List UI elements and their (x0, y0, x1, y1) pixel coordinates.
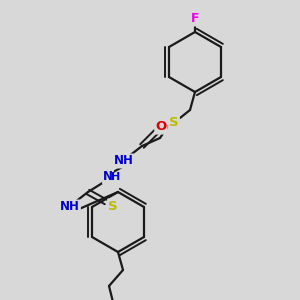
Text: F: F (191, 13, 199, 26)
Text: NH: NH (114, 154, 134, 167)
Text: NH: NH (60, 200, 80, 214)
Text: N: N (103, 170, 113, 184)
Text: O: O (155, 121, 167, 134)
Text: H: H (111, 172, 121, 182)
Text: S: S (108, 200, 118, 212)
Text: S: S (169, 116, 179, 128)
